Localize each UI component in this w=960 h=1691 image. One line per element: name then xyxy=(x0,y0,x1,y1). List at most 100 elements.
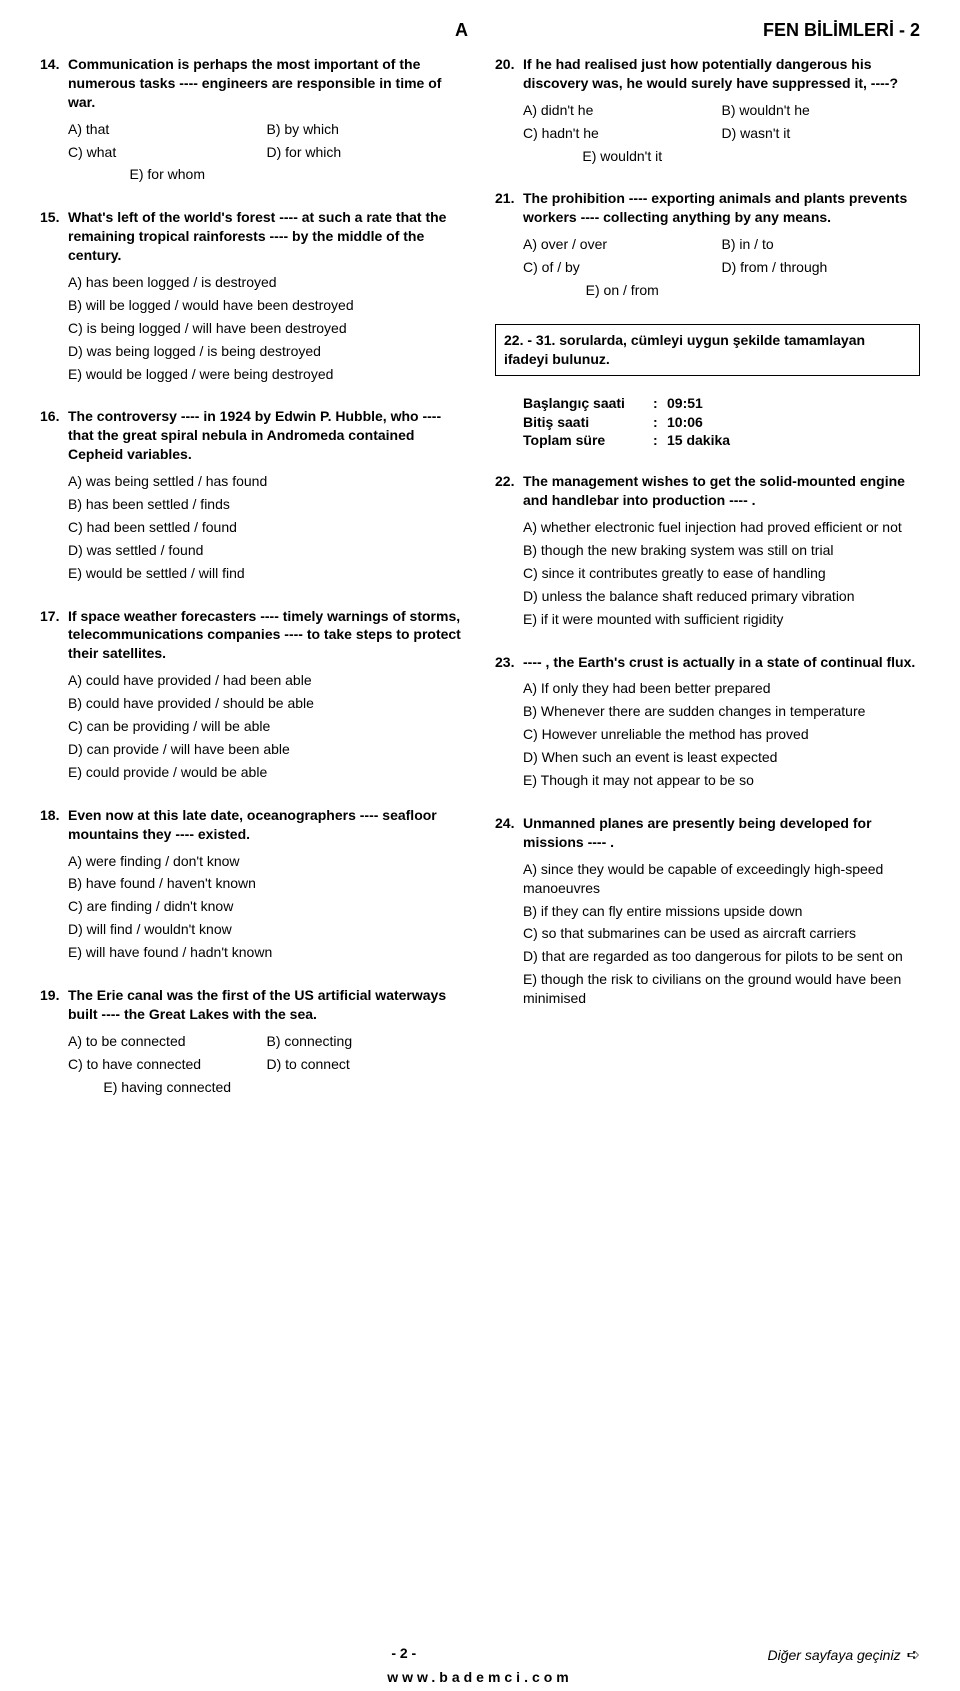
option: C) what xyxy=(68,141,267,164)
timing-row: Toplam süre:15 dakika xyxy=(523,431,920,450)
option: D) for which xyxy=(267,141,466,164)
timing-value: 09:51 xyxy=(667,394,703,413)
question: 17.If space weather forecasters ---- tim… xyxy=(40,607,465,784)
options: A) since they would be capable of exceed… xyxy=(523,858,920,1010)
question-stem: 16.The controversy ---- in 1924 by Edwin… xyxy=(40,407,465,464)
option: B) will be logged / would have been dest… xyxy=(68,294,465,317)
question: 21.The prohibition ---- exporting animal… xyxy=(495,189,920,301)
option: C) However unreliable the method has pro… xyxy=(523,723,920,746)
option: B) have found / haven't known xyxy=(68,872,465,895)
timing-row: Bitiş saati:10:06 xyxy=(523,413,920,432)
timing-table: Başlangıç saati:09:51Bitiş saati:10:06To… xyxy=(523,394,920,451)
timing-key: Başlangıç saati xyxy=(523,394,653,413)
question-text: The controversy ---- in 1924 by Edwin P.… xyxy=(68,407,465,464)
option: E) could provide / would be able xyxy=(68,761,465,784)
option: A) was being settled / has found xyxy=(68,470,465,493)
options: A) were finding / don't knowB) have foun… xyxy=(68,850,465,964)
question: 15.What's left of the world's forest ---… xyxy=(40,208,465,385)
option: D) was being logged / is being destroyed xyxy=(68,340,465,363)
question-number: 22. xyxy=(495,472,523,510)
option: C) so that submarines can be used as air… xyxy=(523,922,920,945)
question-stem: 19.The Erie canal was the first of the U… xyxy=(40,986,465,1024)
option: B) connecting xyxy=(267,1030,466,1053)
exam-page: A FEN BİLİMLERİ - 2 14.Communication is … xyxy=(0,0,960,1691)
site-url: www.bademci.com xyxy=(0,1669,960,1685)
option: C) is being logged / will have been dest… xyxy=(68,317,465,340)
options: A) could have provided / had been ableB)… xyxy=(68,669,465,783)
timing-key: Bitiş saati xyxy=(523,413,653,432)
option: B) if they can fly entire missions upsid… xyxy=(523,900,920,923)
option: E) on / from xyxy=(523,279,722,302)
question: 20.If he had realised just how potential… xyxy=(495,55,920,167)
question-text: If he had realised just how potentially … xyxy=(523,55,920,93)
question: 16.The controversy ---- in 1924 by Edwin… xyxy=(40,407,465,584)
page-number: - 2 - xyxy=(391,1645,416,1665)
question-stem: 18.Even now at this late date, oceanogra… xyxy=(40,806,465,844)
question-text: Communication is perhaps the most import… xyxy=(68,55,465,112)
option: E) would be logged / were being destroye… xyxy=(68,363,465,386)
question: 24.Unmanned planes are presently being d… xyxy=(495,814,920,1010)
option: A) has been logged / is destroyed xyxy=(68,271,465,294)
arrow-icon: ➪ xyxy=(907,1645,920,1665)
question-number: 17. xyxy=(40,607,68,664)
question-text: ---- , the Earth's crust is actually in … xyxy=(523,653,920,672)
option: B) has been settled / finds xyxy=(68,493,465,516)
option: E) Though it may not appear to be so xyxy=(523,769,920,792)
page-footer: - 2 - Diğer sayfaya geçiniz ➪ xyxy=(40,1645,920,1665)
question-number: 15. xyxy=(40,208,68,265)
question: 23.---- , the Earth's crust is actually … xyxy=(495,653,920,792)
question-number: 18. xyxy=(40,806,68,844)
question-text: Unmanned planes are presently being deve… xyxy=(523,814,920,852)
option: E) for whom xyxy=(68,163,267,186)
question-number: 23. xyxy=(495,653,523,672)
question: 18.Even now at this late date, oceanogra… xyxy=(40,806,465,964)
timing-value: 15 dakika xyxy=(667,431,730,450)
columns: 14.Communication is perhaps the most imp… xyxy=(40,55,920,1120)
instruction-box: 22. - 31. sorularda, cümleyi uygun şekil… xyxy=(495,324,920,376)
option: C) had been settled / found xyxy=(68,516,465,539)
question-text: If space weather forecasters ---- timely… xyxy=(68,607,465,664)
option: B) in / to xyxy=(722,233,921,256)
left-column: 14.Communication is perhaps the most imp… xyxy=(40,55,465,1120)
options: A) If only they had been better prepared… xyxy=(523,677,920,791)
option: A) didn't he xyxy=(523,99,722,122)
timing-value: 10:06 xyxy=(667,413,703,432)
option: C) since it contributes greatly to ease … xyxy=(523,562,920,585)
question: 19.The Erie canal was the first of the U… xyxy=(40,986,465,1098)
option: E) if it were mounted with sufficient ri… xyxy=(523,608,920,631)
option: D) from / through xyxy=(722,256,921,279)
option: B) wouldn't he xyxy=(722,99,921,122)
options: A) over / overB) in / toC) of / byD) fro… xyxy=(523,233,920,302)
question: 22.The management wishes to get the soli… xyxy=(495,472,920,630)
question-number: 14. xyxy=(40,55,68,112)
question-number: 24. xyxy=(495,814,523,852)
question-stem: 20.If he had realised just how potential… xyxy=(495,55,920,93)
question-text: The management wishes to get the solid-m… xyxy=(523,472,920,510)
question-number: 19. xyxy=(40,986,68,1024)
question: 14.Communication is perhaps the most imp… xyxy=(40,55,465,186)
question-stem: 14.Communication is perhaps the most imp… xyxy=(40,55,465,112)
option: D) can provide / will have been able xyxy=(68,738,465,761)
option: A) to be connected xyxy=(68,1030,267,1053)
option: B) Whenever there are sudden changes in … xyxy=(523,700,920,723)
option: E) would be settled / will find xyxy=(68,562,465,585)
option: A) were finding / don't know xyxy=(68,850,465,873)
booklet-letter: A xyxy=(160,20,763,41)
question-stem: 23.---- , the Earth's crust is actually … xyxy=(495,653,920,672)
page-header: A FEN BİLİMLERİ - 2 xyxy=(40,20,920,41)
option: A) since they would be capable of exceed… xyxy=(523,858,920,900)
option: A) that xyxy=(68,118,267,141)
option: E) will have found / hadn't known xyxy=(68,941,465,964)
question-number: 20. xyxy=(495,55,523,93)
option: A) could have provided / had been able xyxy=(68,669,465,692)
option: D) will find / wouldn't know xyxy=(68,918,465,941)
question-stem: 22.The management wishes to get the soli… xyxy=(495,472,920,510)
question-text: Even now at this late date, oceanographe… xyxy=(68,806,465,844)
option: D) When such an event is least expected xyxy=(523,746,920,769)
option: C) are finding / didn't know xyxy=(68,895,465,918)
options: A) was being settled / has foundB) has b… xyxy=(68,470,465,584)
question-stem: 24.Unmanned planes are presently being d… xyxy=(495,814,920,852)
timing-row: Başlangıç saati:09:51 xyxy=(523,394,920,413)
option: E) having connected xyxy=(68,1076,267,1099)
option: E) though the risk to civilians on the g… xyxy=(523,968,920,1010)
